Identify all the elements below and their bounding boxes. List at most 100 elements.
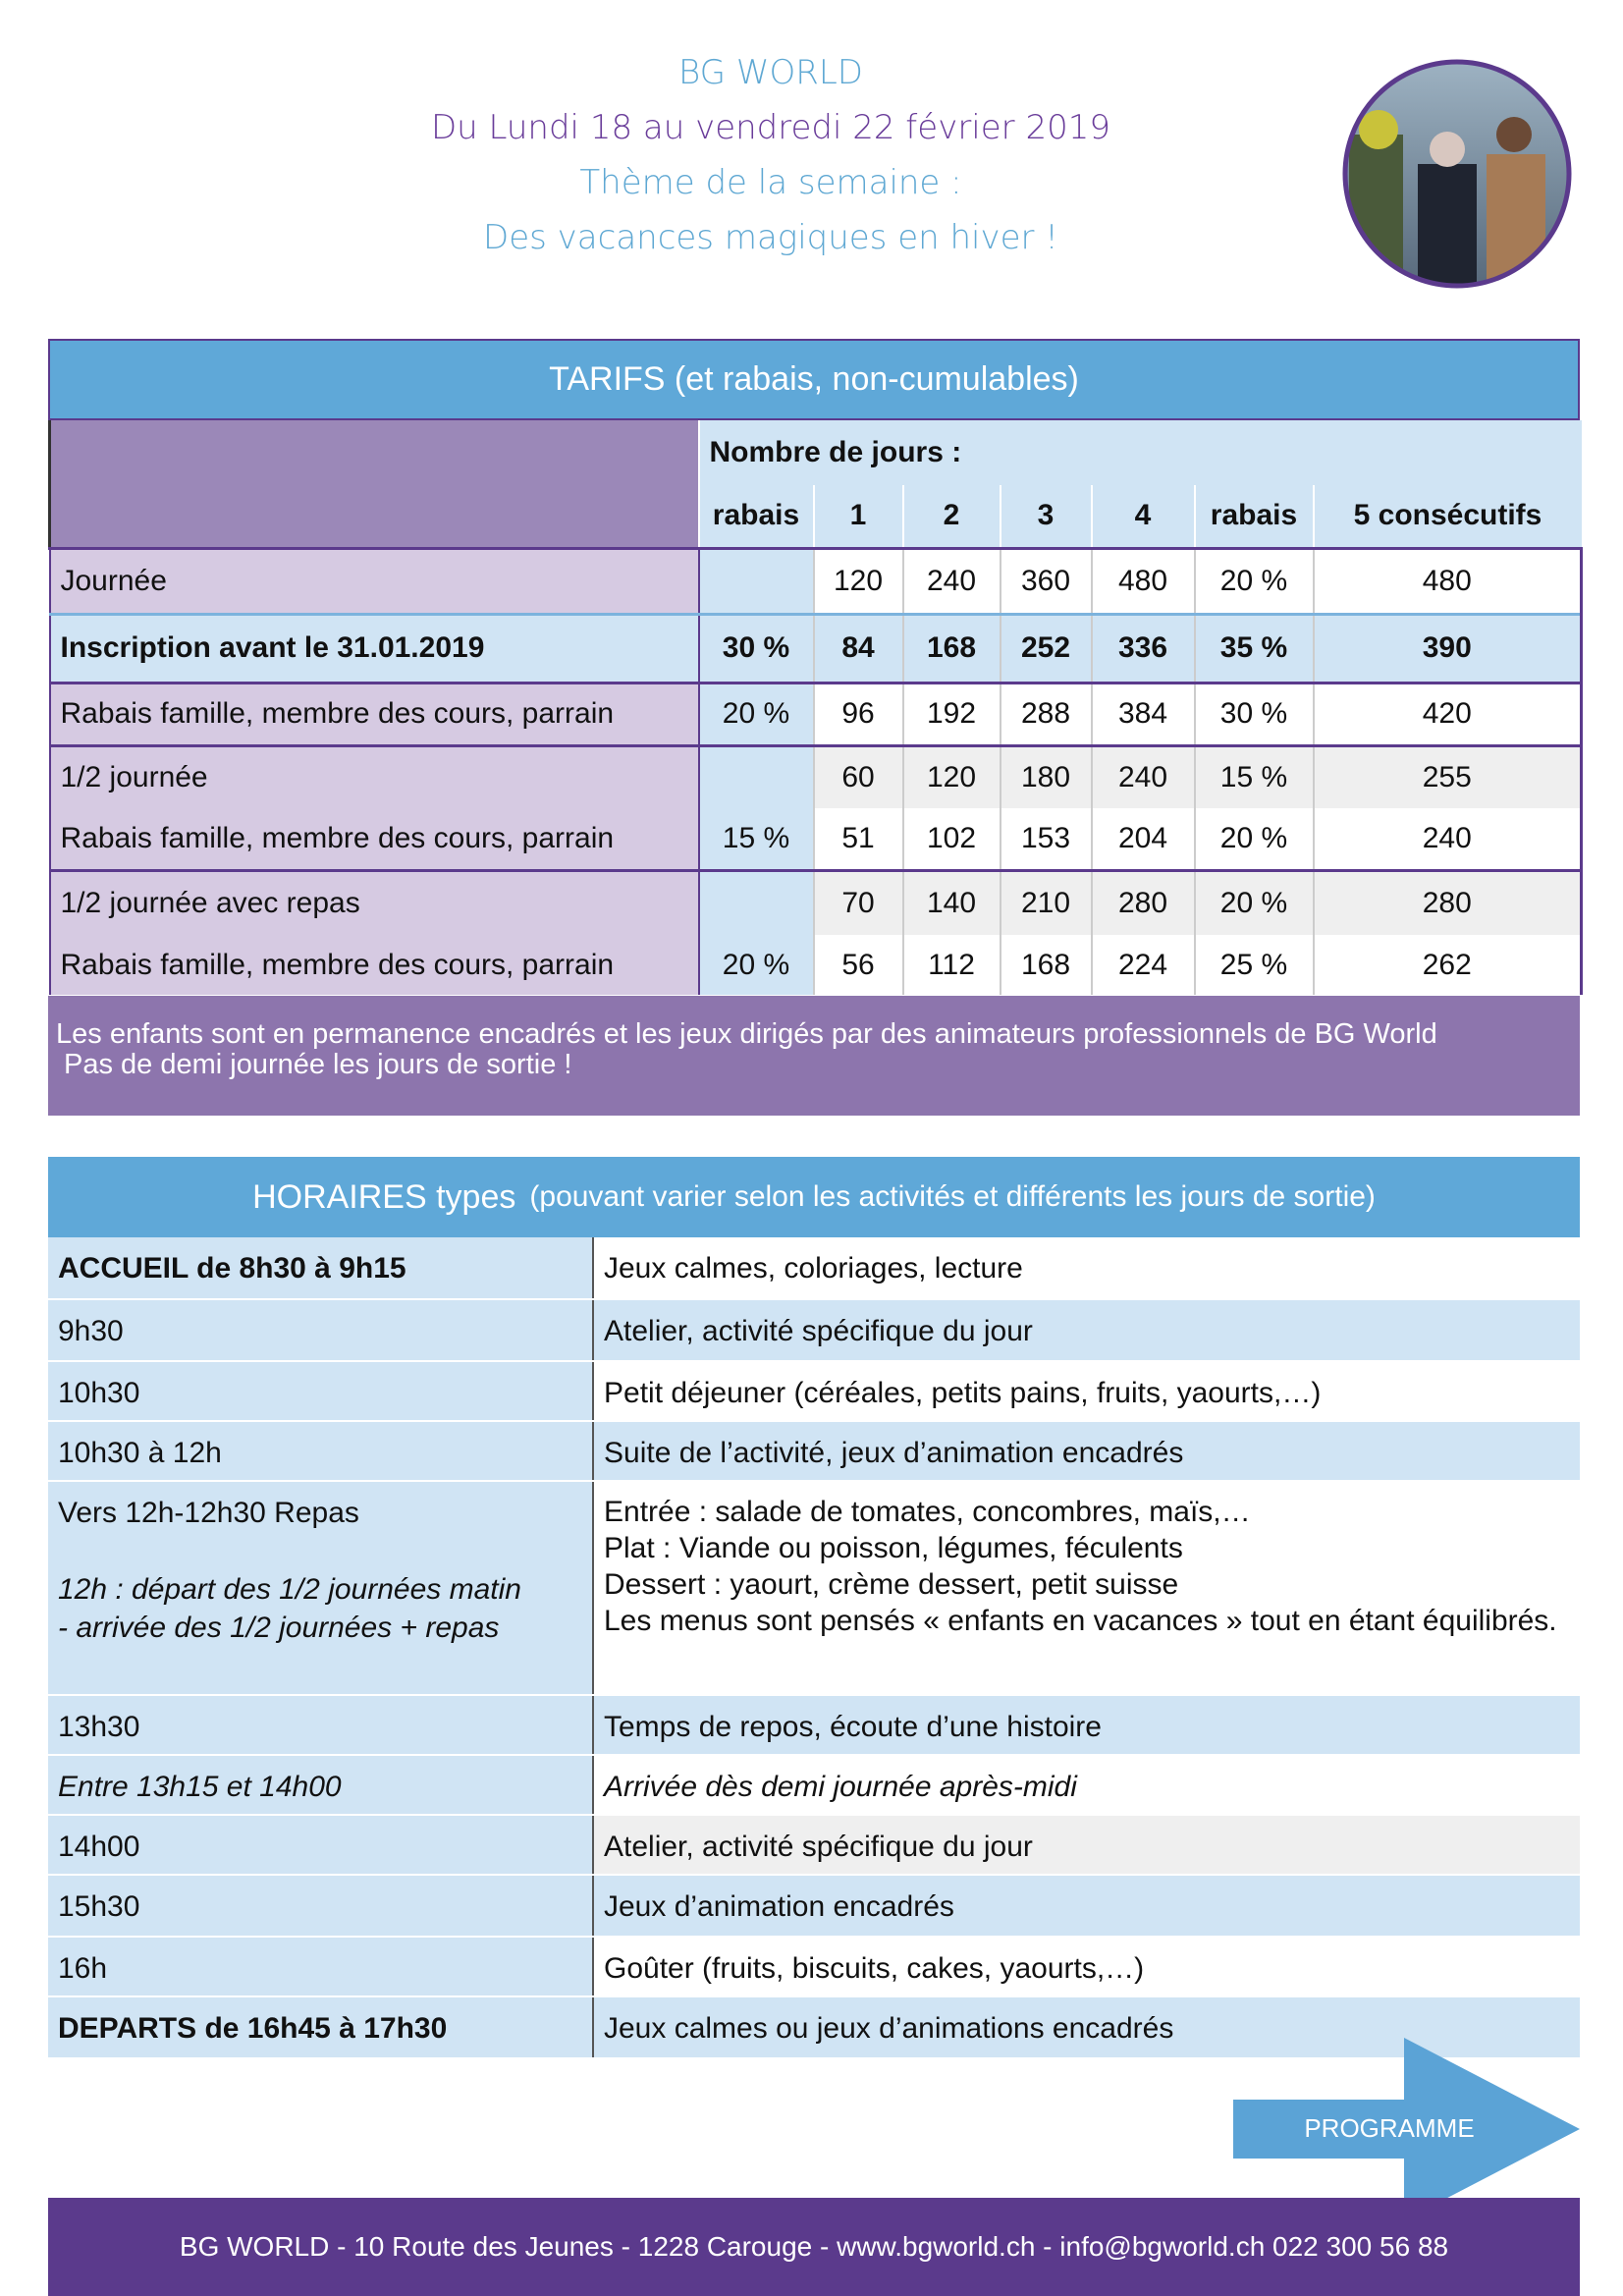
time-line: 14h00 — [58, 1831, 140, 1863]
price-cell: 390 — [1312, 612, 1583, 683]
row-label: 1/2 journée — [48, 743, 699, 808]
price-cell: 204 — [1090, 808, 1195, 870]
price-cell: 240 — [901, 548, 1001, 614]
schedule-time: 16h — [48, 1937, 594, 1997]
tarifs-note: Les enfants sont en permanence encadrés … — [48, 996, 1580, 1116]
note-line: Les enfants sont en permanence encadrés … — [56, 1018, 1437, 1050]
time-line: - arrivée des 1/2 journées + repas — [58, 1612, 500, 1644]
activity-line: Goûter (fruits, biscuits, cakes, yaourts… — [604, 1952, 1145, 1985]
column-header: 2 — [901, 485, 1001, 550]
time-line: 10h30 à 12h — [58, 1437, 222, 1469]
price-cell: 20 % — [697, 681, 814, 745]
time-line: DEPARTS de 16h45 à 17h30 — [58, 2012, 448, 2045]
price-cell: 15 % — [1193, 743, 1314, 808]
price-cell: 153 — [999, 808, 1092, 870]
time-line: 9h30 — [58, 1315, 124, 1347]
column-header: rabais — [1193, 485, 1314, 550]
price-cell: 262 — [1312, 935, 1583, 995]
price-cell: 15 % — [697, 808, 814, 870]
schedule-activity: Arrivée dès demi journée après-midi — [593, 1755, 1580, 1816]
price-cell: 420 — [1312, 681, 1583, 745]
schedule-activity: Atelier, activité spécifique du jour — [593, 1299, 1580, 1362]
schedule-activity: Jeux calmes ou jeux d’animations encadré… — [593, 1996, 1580, 2059]
schedule-row: 10h30 à 12h Suite de l’activité, jeux d’a… — [48, 1421, 1580, 1482]
column-header: 3 — [999, 485, 1092, 550]
price-cell: 96 — [812, 681, 903, 745]
brand: BG WORLD — [678, 53, 863, 92]
price-cell: 70 — [812, 868, 903, 935]
price-cell: 120 — [901, 743, 1001, 808]
time-line: 10h30 — [58, 1377, 140, 1409]
schedule-row: 14h00 Atelier, activité spécifique du jou… — [48, 1815, 1580, 1876]
photo — [1342, 59, 1572, 289]
price-cell: 480 — [1312, 548, 1583, 614]
header-row: rabais 1 2 3 4 rabais 5 consécutifs — [50, 485, 1582, 550]
column-header: rabais — [697, 485, 814, 550]
tarifs-table: Nombre de jours : rabais 1 2 3 4 rabais 5 consé… — [48, 420, 1583, 995]
dates: Du Lundi 18 au vendredi 22 février 2019 — [431, 108, 1110, 147]
column-header: 1 — [812, 485, 903, 550]
tarif-row: Rabais famille, membre des cours, parrai… — [48, 681, 1583, 745]
group-header: Nombre de jours : — [697, 420, 1582, 485]
schedule-activity: Goûter (fruits, biscuits, cakes, yaourts… — [593, 1937, 1580, 1997]
schedule-time: 10h30 — [48, 1361, 594, 1422]
schedule-time: 9h30 — [48, 1299, 594, 1362]
schedule-activity: Atelier, activité spécifique du jour — [593, 1815, 1580, 1876]
price-cell: 280 — [1312, 868, 1583, 935]
activity-line: Suite de l’activité, jeux d’animation en… — [604, 1437, 1184, 1469]
price-cell: 51 — [812, 808, 903, 870]
price-cell: 288 — [999, 681, 1092, 745]
schedule-row: Entre 13h15 et 14h00 Arrivée dès demi jou… — [48, 1755, 1580, 1816]
row-label: Inscription avant le 31.01.2019 — [48, 612, 699, 683]
theme-label: Thème de la semaine : — [579, 163, 962, 202]
tarif-row: Rabais famille, membre des cours, parrai… — [48, 935, 1583, 995]
price-cell: 120 — [812, 548, 903, 614]
horaires-subtitle: (pouvant varier selon les activités et d… — [529, 1180, 1376, 1213]
price-cell: 384 — [1090, 681, 1195, 745]
price-cell: 20 % — [697, 935, 814, 995]
row-label: Rabais famille, membre des cours, parrai… — [48, 935, 699, 995]
button-label[interactable]: PROGRAMME — [1304, 2113, 1474, 2143]
time-line: 12h : départ des 1/2 journées matin — [58, 1573, 521, 1606]
schedule-time: 13h30 — [48, 1695, 594, 1756]
row-label: Rabais famille, membre des cours, parrai… — [48, 681, 699, 745]
price-cell: 252 — [999, 612, 1092, 683]
activity-line: Atelier, activité spécifique du jour — [604, 1831, 1033, 1863]
theme: Des vacances magiques en hiver ! — [483, 218, 1058, 257]
activity-line: Jeux calmes, coloriages, lecture — [604, 1252, 1023, 1285]
header-corner — [48, 420, 699, 550]
price-cell: 192 — [901, 681, 1001, 745]
price-cell: 20 % — [1193, 548, 1314, 614]
schedule-activity: Jeux d’animation encadrés — [593, 1875, 1580, 1938]
activity-line: Dessert : yaourt, crème dessert, petit s… — [604, 1568, 1179, 1601]
note-line: Pas de demi journée les jours de sortie … — [64, 1049, 572, 1080]
price-cell: 180 — [999, 743, 1092, 808]
time-line: 16h — [58, 1952, 108, 1985]
schedule-activity: Suite de l’activité, jeux d’animation en… — [593, 1421, 1580, 1482]
column-header: 4 — [1090, 485, 1195, 550]
price-cell — [697, 743, 814, 808]
horaires-table: ACCUEIL de 8h30 à 9h15 Jeux calmes, color… — [48, 1237, 1580, 2059]
programme-button[interactable]: PROGRAMME — [1227, 2033, 1586, 2225]
price-cell: 240 — [1312, 808, 1583, 870]
footer: BG WORLD - 10 Route des Jeunes - 1228 Ca… — [48, 2198, 1580, 2296]
schedule-time: Vers 12h-12h30 Repas 12h : départ des 1/2… — [48, 1481, 594, 1696]
schedule-row: 10h30 Petit déjeuner (céréales, petits pa… — [48, 1361, 1580, 1422]
price-cell: 35 % — [1193, 612, 1314, 683]
price-cell: 56 — [812, 935, 903, 995]
schedule-row: 9h30 Atelier, activité spécifique du jour — [48, 1299, 1580, 1362]
activity-line: Jeux d’animation encadrés — [604, 1890, 954, 1923]
header-row: Nombre de jours : — [48, 420, 1582, 550]
schedule-time: Entre 13h15 et 14h00 — [48, 1755, 594, 1816]
schedule-time: ACCUEIL de 8h30 à 9h15 — [48, 1237, 594, 1300]
price-cell: 280 — [1090, 868, 1195, 935]
tarif-row: 1/2 journée avec repas 70 140 210 280 20 % 280 — [48, 868, 1583, 935]
activity-line: Arrivée dès demi journée après-midi — [604, 1771, 1077, 1803]
time-line: ACCUEIL de 8h30 à 9h15 — [58, 1252, 406, 1285]
schedule-time: DEPARTS de 16h45 à 17h30 — [48, 1996, 594, 2059]
schedule-activity: Petit déjeuner (céréales, petits pains, … — [593, 1361, 1580, 1422]
time-line: 13h30 — [58, 1711, 140, 1743]
schedule-row: 16h Goûter (fruits, biscuits, cakes, yaou… — [48, 1937, 1580, 1997]
schedule-activity: Jeux calmes, coloriages, lecture — [593, 1237, 1580, 1300]
